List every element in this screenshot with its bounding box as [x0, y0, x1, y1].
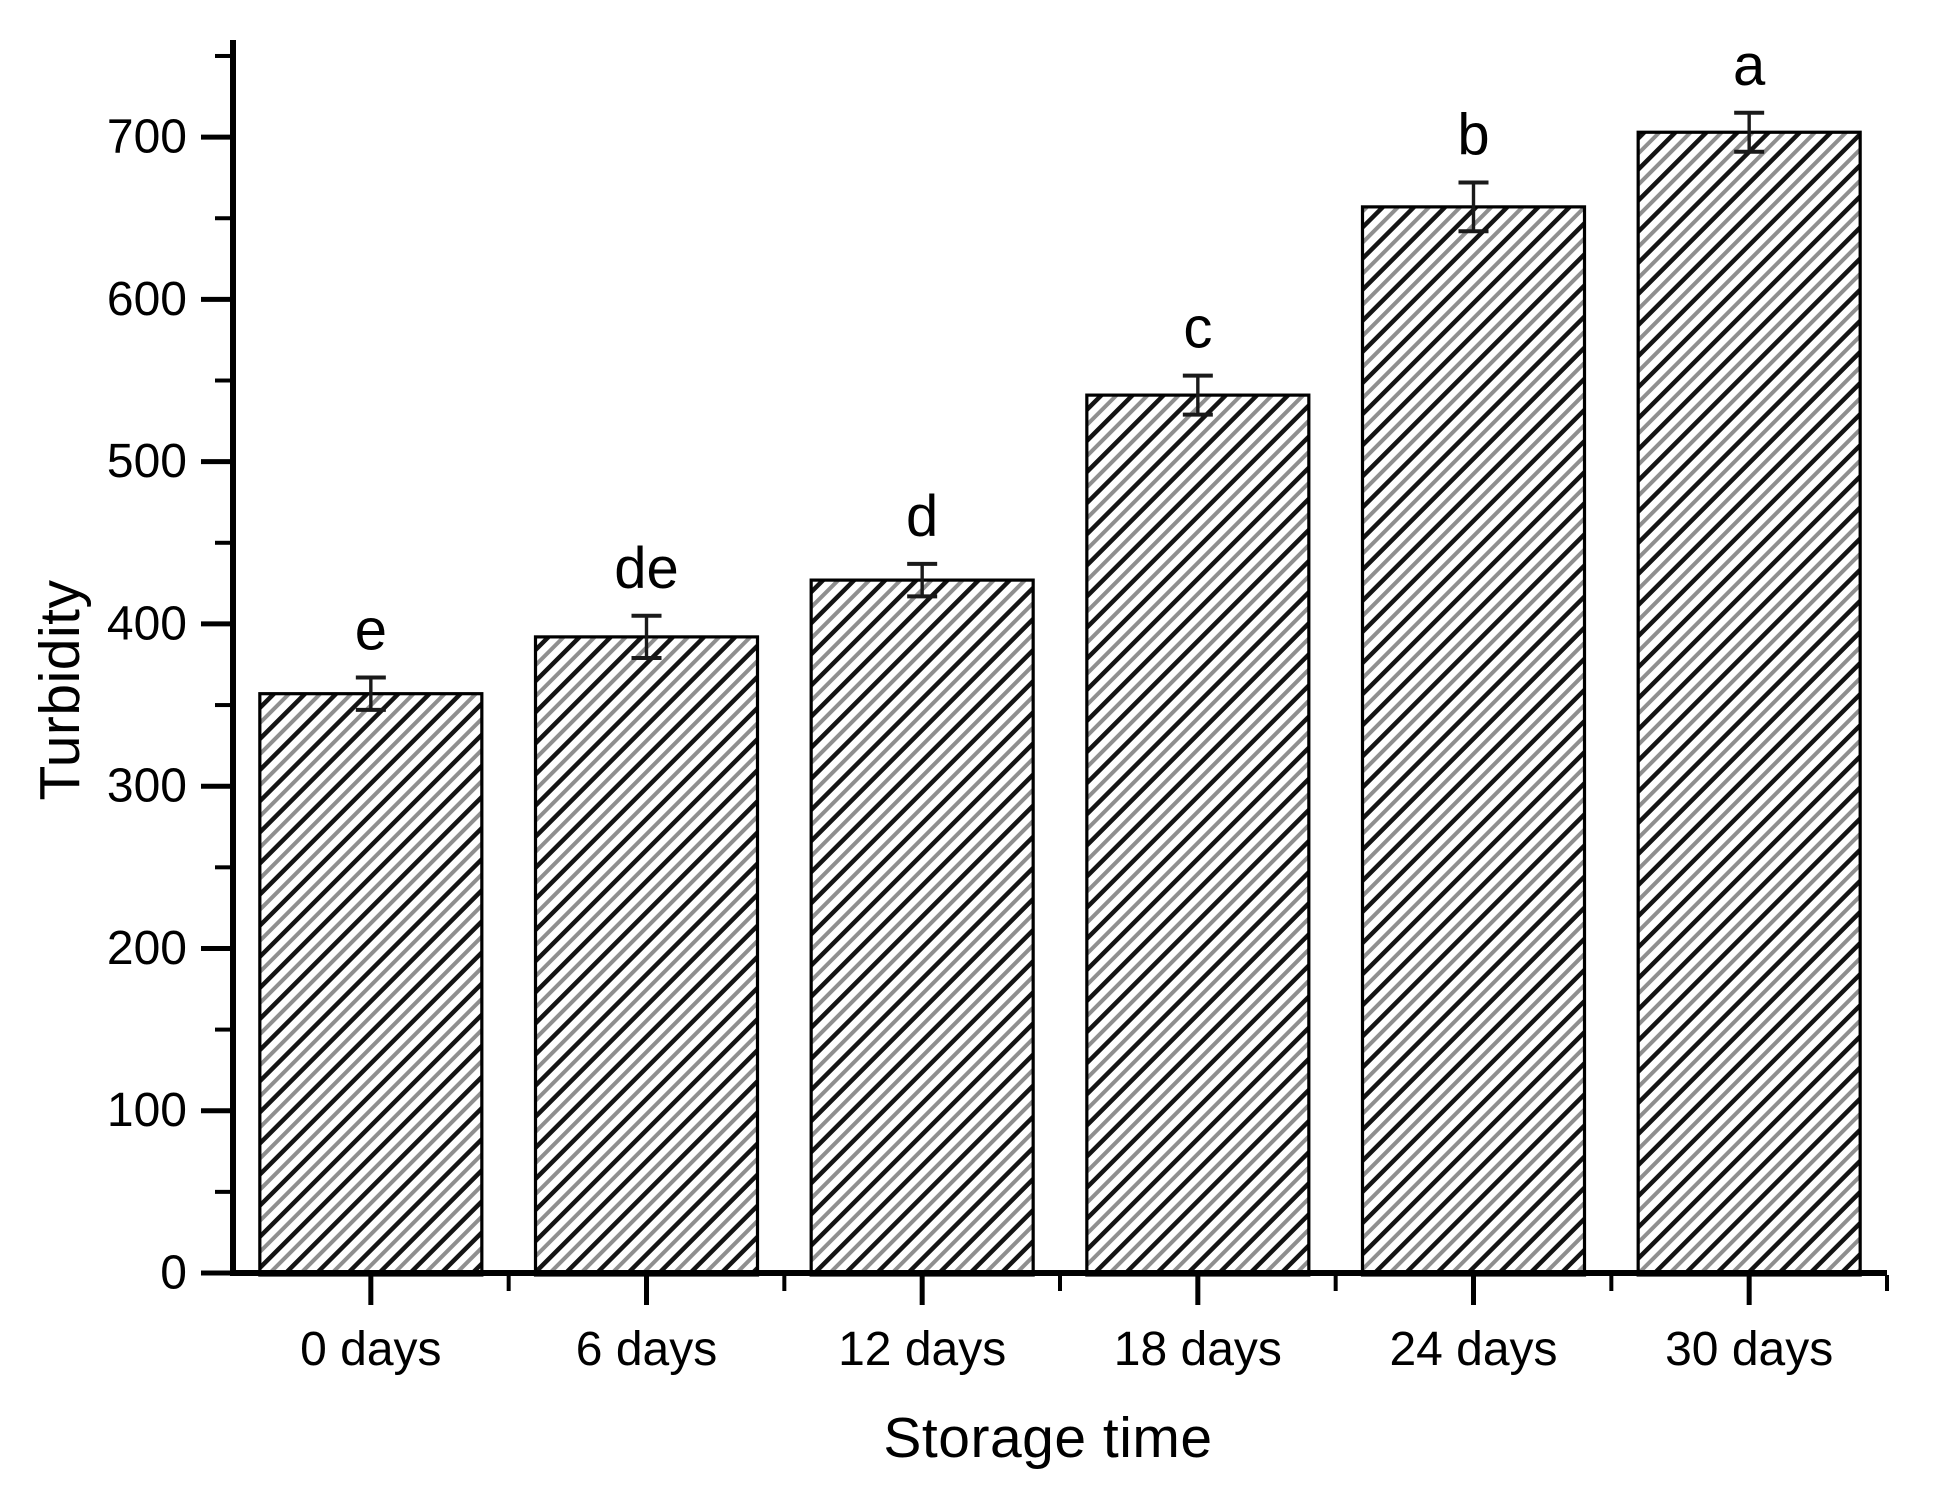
- x-tick-label: 0 days: [300, 1323, 441, 1376]
- y-tick-label: 500: [107, 435, 187, 488]
- significance-letter: de: [614, 536, 679, 601]
- bars-layer: [258, 130, 1862, 1277]
- y-axis-title: Turbidity: [28, 579, 92, 801]
- bar: [533, 635, 760, 1277]
- error-bar: [631, 613, 662, 660]
- error-bar: [1734, 110, 1765, 154]
- x-axis-title: Storage time: [883, 1406, 1213, 1470]
- error-bar: [355, 675, 386, 712]
- significance-letter: c: [1183, 296, 1212, 361]
- significance-letter: a: [1733, 33, 1766, 98]
- x-tick-label: 30 days: [1665, 1323, 1833, 1376]
- significance-letter: d: [906, 484, 938, 549]
- y-tick-label: 700: [107, 111, 187, 164]
- x-tick-label: 12 days: [838, 1323, 1006, 1376]
- bar: [809, 578, 1035, 1277]
- y-tick-label: 400: [107, 597, 187, 650]
- bar: [258, 692, 484, 1277]
- tick-labels-layer: 0 100 200 300 400 500 600 700 0 days 6 days 12 day…: [107, 111, 1833, 1376]
- significance-letter: e: [355, 597, 387, 662]
- error-bar: [1458, 180, 1489, 234]
- axes-layer: [201, 40, 1889, 1305]
- significance-letters-layer: e de d c b a: [355, 33, 1766, 663]
- y-tick-label: 0: [160, 1247, 187, 1300]
- y-tick-label: 100: [107, 1084, 187, 1137]
- x-tick-label: 24 days: [1389, 1323, 1557, 1376]
- bar: [1085, 393, 1311, 1277]
- significance-letter: b: [1457, 103, 1489, 168]
- bar: [1360, 205, 1587, 1277]
- error-bar: [1182, 373, 1213, 417]
- y-tick-label: 300: [107, 760, 187, 813]
- error-bars-layer: [355, 110, 1765, 712]
- x-tick-label: 6 days: [576, 1323, 717, 1376]
- error-bar: [907, 561, 938, 599]
- bar: [1636, 130, 1862, 1277]
- y-tick-label: 200: [107, 922, 187, 975]
- x-tick-label: 18 days: [1114, 1323, 1282, 1376]
- y-tick-label: 600: [107, 273, 187, 326]
